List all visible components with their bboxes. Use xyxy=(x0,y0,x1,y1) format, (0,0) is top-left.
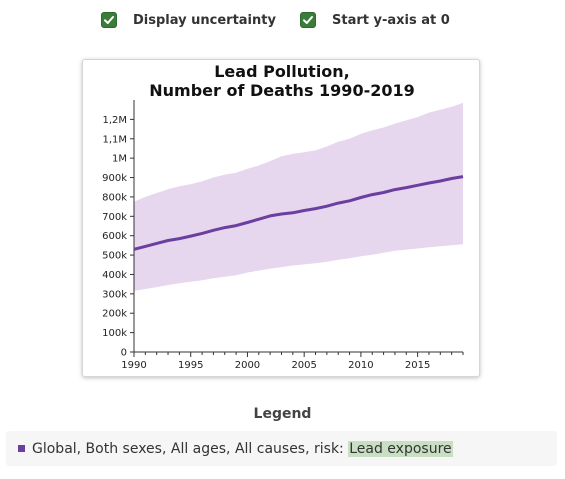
chart-card: 0 100k 200k 300k 400k 500k 600k 700k 800k 900k 1M 1… xyxy=(82,59,480,377)
legend-item-highlight: Lead exposure xyxy=(348,440,453,457)
uncertainty-band xyxy=(134,102,463,291)
x-tick-label: 1990 xyxy=(121,360,146,371)
display-uncertainty-checkbox[interactable] xyxy=(101,12,117,28)
y-tick-label: 400k xyxy=(102,270,127,281)
legend-swatch xyxy=(18,445,25,452)
checkmark-icon xyxy=(104,16,114,24)
chart-title-line-1: Lead Pollution, xyxy=(214,62,350,81)
legend-title: Legend xyxy=(253,406,312,422)
line-chart: 0 100k 200k 300k 400k 500k 600k 700k 800k 900k 1M 1… xyxy=(102,100,464,371)
legend-item[interactable]: Global, Both sexes, All ages, All causes… xyxy=(6,431,557,466)
y-tick-label: 0 xyxy=(121,348,127,359)
start-y-axis-zero-toggle[interactable]: Start y-axis at 0 xyxy=(300,12,450,28)
display-uncertainty-label: Display uncertainty xyxy=(133,12,276,28)
x-tick-label: 2015 xyxy=(405,360,430,371)
y-tick-label: 700k xyxy=(102,212,127,223)
chart-controls: Display uncertainty Start y-axis at 0 xyxy=(0,12,565,34)
checkmark-icon xyxy=(303,16,313,24)
x-tick-label: 2000 xyxy=(235,360,260,371)
legend-item-text: Global, Both sexes, All ages, All causes… xyxy=(32,440,349,457)
y-tick-label: 900k xyxy=(102,173,127,184)
display-uncertainty-toggle[interactable]: Display uncertainty xyxy=(101,12,276,28)
chart-title: Lead Pollution, Number of Deaths 1990-20… xyxy=(83,62,481,100)
chart-title-line-2: Number of Deaths 1990-2019 xyxy=(149,81,415,100)
y-tick-label: 1,2M xyxy=(102,115,127,126)
y-tick-label: 500k xyxy=(102,251,127,262)
x-tick-label: 1995 xyxy=(178,360,203,371)
y-tick-label: 300k xyxy=(102,289,127,300)
x-tick-label: 2010 xyxy=(348,360,373,371)
y-tick-label: 1M xyxy=(112,154,127,165)
y-tick-label: 1,1M xyxy=(102,134,127,145)
start-y-axis-zero-label: Start y-axis at 0 xyxy=(332,12,450,28)
series-line xyxy=(133,175,464,251)
y-tick-label: 600k xyxy=(102,231,127,242)
y-tick-label: 800k xyxy=(102,192,127,203)
y-tick-label: 100k xyxy=(102,328,127,339)
legend-item-label: Global, Both sexes, All ages, All causes… xyxy=(32,440,453,457)
y-tick-label: 200k xyxy=(102,309,127,320)
x-tick-label: 2005 xyxy=(291,360,316,371)
start-y-axis-zero-checkbox[interactable] xyxy=(300,12,316,28)
